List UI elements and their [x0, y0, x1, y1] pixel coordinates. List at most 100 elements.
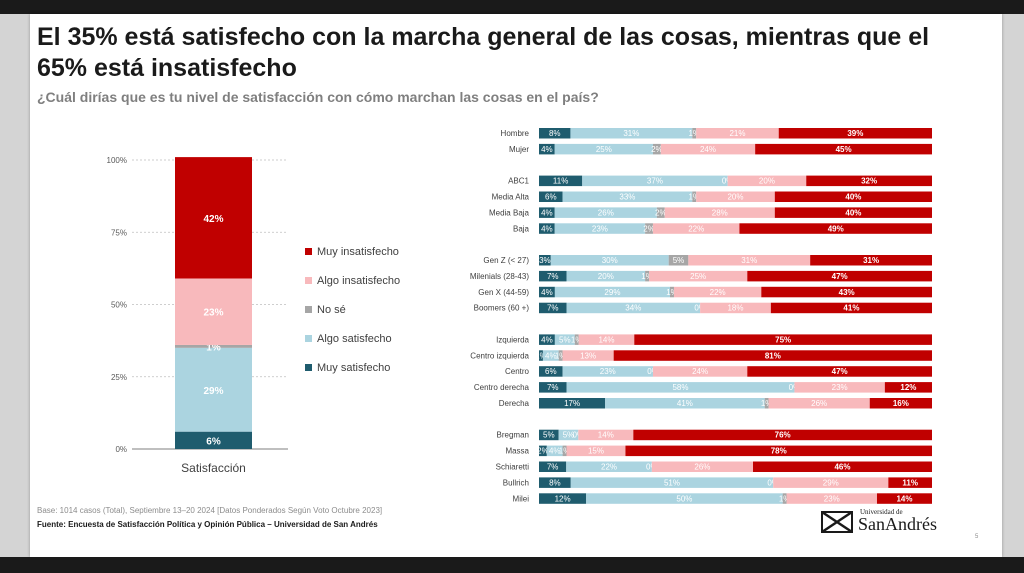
base-note: Base: 1014 casos (Total), Septiembre 13–…	[37, 506, 383, 515]
bar-segment-algo-satisfecho	[554, 286, 670, 298]
data-label: 40%	[845, 208, 861, 217]
row-label: Gen Z (< 27)	[483, 256, 529, 265]
bar-segment-algo-insatisfecho	[664, 207, 775, 218]
bar-segment-muy-satisfecho	[539, 223, 555, 234]
data-label: 28%	[712, 208, 728, 217]
data-label: 26%	[694, 463, 710, 472]
data-label: 4%	[541, 288, 553, 297]
bar-segment-muy-satisfecho	[175, 431, 252, 449]
data-label: 31%	[741, 256, 757, 265]
data-label: 31%	[623, 129, 639, 138]
data-label: 29%	[203, 386, 223, 397]
data-label: 39%	[847, 129, 863, 138]
bar-segment-no-se	[574, 334, 579, 345]
bar-segment-algo-insatisfecho	[673, 286, 762, 298]
data-label: 4%	[545, 351, 557, 360]
legend-label: Muy insatisfecho	[317, 246, 399, 258]
crest-icon	[821, 510, 853, 534]
bar-segment-muy-insatisfecho	[770, 302, 932, 314]
bar-segment-muy-insatisfecho	[869, 398, 932, 409]
data-label: 24%	[700, 145, 716, 154]
data-label: 33%	[619, 193, 635, 202]
bar-segment-muy-satisfecho	[539, 382, 567, 393]
bar-segment-no-se	[656, 207, 665, 218]
bar-segment-muy-satisfecho	[539, 191, 563, 202]
data-label: 4%	[541, 145, 553, 154]
bar-segment-muy-satisfecho	[539, 366, 563, 377]
bar-segment-algo-satisfecho	[566, 382, 795, 393]
data-label: 20%	[759, 177, 775, 186]
y-tick-label: 100%	[107, 156, 127, 165]
bar-segment-no-se	[562, 445, 567, 457]
row-label: Media Baja	[489, 208, 530, 217]
legend-label: Algo satisfecho	[317, 333, 392, 345]
bar-segment-muy-satisfecho	[539, 175, 583, 187]
row-label: Hombre	[501, 129, 530, 138]
bar-segment-muy-satisfecho	[539, 334, 555, 345]
bar-segment-muy-insatisfecho	[778, 128, 932, 139]
data-label: 13%	[580, 351, 596, 360]
bar-segment-algo-insatisfecho	[652, 223, 740, 234]
bar-segment-algo-satisfecho	[554, 143, 653, 155]
data-label: 1%	[559, 447, 571, 456]
bar-segment-muy-insatisfecho	[774, 191, 932, 202]
data-label: 23%	[832, 383, 848, 392]
bar-segment-algo-insatisfecho	[773, 477, 889, 488]
bar-segment-muy-insatisfecho	[739, 223, 932, 234]
bar-segment-algo-satisfecho	[566, 270, 646, 282]
row-label: Schiaretti	[496, 463, 530, 472]
bar-segment-no-se	[692, 191, 697, 202]
bar-segment-algo-satisfecho	[550, 255, 669, 266]
row-label: Media Alta	[492, 193, 530, 202]
bar-segment-algo-satisfecho	[566, 302, 701, 314]
bar-segment-algo-insatisfecho	[651, 461, 754, 472]
data-label: 4%	[541, 208, 553, 217]
legend-swatch	[305, 306, 312, 313]
bar-segment-muy-insatisfecho	[755, 143, 932, 155]
slide-title: El 35% está satisfecho con la marcha gen…	[37, 23, 930, 82]
data-label: 21%	[729, 129, 745, 138]
row-label: Izquierda	[496, 335, 529, 344]
bar-segment-muy-insatisfecho	[747, 270, 932, 282]
bar-segment-muy-insatisfecho	[876, 493, 932, 504]
bar-segment-algo-insatisfecho	[652, 366, 748, 377]
bar-segment-algo-insatisfecho	[562, 350, 614, 361]
bar-segment-muy-satisfecho	[539, 255, 551, 266]
row-label: Mujer	[509, 145, 529, 154]
legend-swatch	[305, 364, 312, 371]
bar-segment-muy-satisfecho	[539, 270, 567, 282]
data-label: 6%	[545, 193, 557, 202]
bar-segment-muy-insatisfecho	[761, 286, 932, 298]
bar-segment-algo-satisfecho	[546, 445, 563, 457]
bar-segment-no-se	[670, 286, 674, 298]
legend-label: Muy satisfecho	[317, 362, 390, 374]
data-label: 8%	[549, 478, 561, 487]
data-label: 23%	[592, 224, 608, 233]
bar-segment-algo-insatisfecho	[768, 398, 870, 409]
bar-segment-muy-insatisfecho	[747, 366, 932, 377]
data-label: 5%	[563, 431, 575, 440]
bar-segment-no-se	[692, 128, 697, 139]
data-label: 4%	[541, 335, 553, 344]
data-label: 81%	[765, 351, 781, 360]
bar-segment-algo-satisfecho	[562, 366, 653, 377]
bar-segment-algo-satisfecho	[586, 493, 783, 504]
bar-segment-muy-insatisfecho	[625, 445, 932, 457]
data-label: 20%	[727, 193, 743, 202]
data-label: 18%	[727, 304, 743, 313]
data-label: 14%	[598, 431, 614, 440]
bar-segment-muy-satisfecho	[539, 477, 571, 488]
row-label: Milenials (28-43)	[470, 272, 529, 281]
row-label: Centro	[505, 367, 530, 376]
bar-segment-no-se	[652, 143, 661, 155]
bar-segment-algo-insatisfecho	[786, 493, 877, 504]
data-label: 5%	[673, 256, 685, 265]
bar-segment-muy-insatisfecho	[888, 477, 932, 488]
data-label: 1%	[688, 193, 700, 202]
data-label: 2%	[643, 224, 655, 233]
data-label: 29%	[604, 288, 620, 297]
data-label: 1%	[779, 494, 791, 503]
data-label: 11%	[902, 478, 918, 487]
bar-segment-algo-insatisfecho	[578, 334, 635, 345]
data-label: 42%	[203, 214, 223, 225]
